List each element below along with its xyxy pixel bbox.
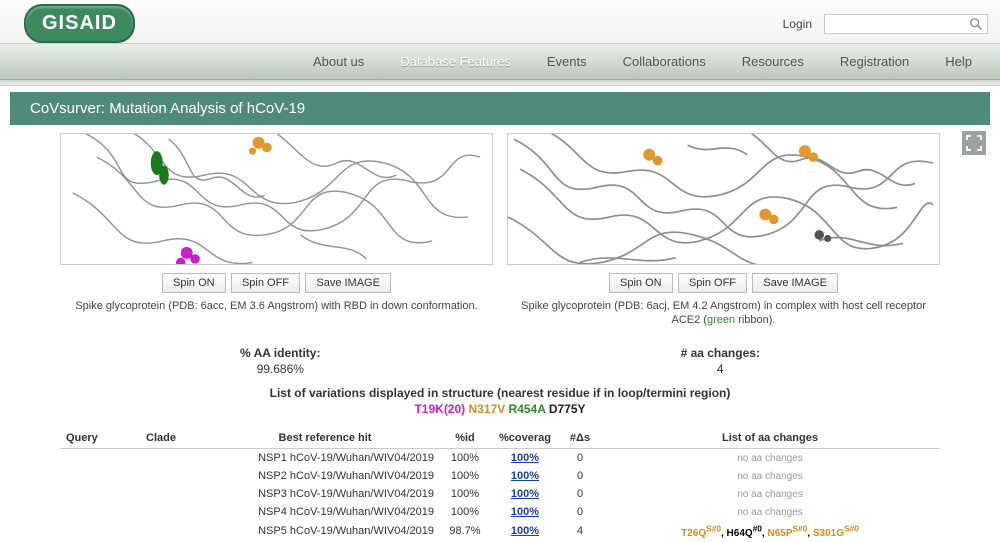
- aa-changes-value: 4: [681, 362, 760, 376]
- structure-view-right[interactable]: [508, 134, 939, 264]
- variations-list: T19K(20) N317V R454A D775Y: [60, 402, 940, 416]
- col-changes: List of aa changes: [600, 428, 940, 449]
- variations-title: List of variations displayed in structur…: [60, 386, 940, 400]
- aa-changes-list: T26QS#0, H64Q#0, N65PS#0, S301GS#0: [681, 527, 859, 539]
- col-query: Query: [60, 428, 140, 449]
- aa-identity-label: % AA identity:: [240, 346, 320, 360]
- table-row: NSP4 hCoV-19/Wuhan/WIV04/2019100%100%0no…: [60, 503, 940, 521]
- results-table: Query Clade Best reference hit %id %cove…: [60, 428, 940, 542]
- search-input[interactable]: [829, 17, 969, 31]
- coverage-link[interactable]: 100%: [511, 470, 539, 482]
- structure-panel-left: [60, 133, 493, 265]
- nav-item-events[interactable]: Events: [529, 44, 605, 79]
- save-image-button-left[interactable]: Save IMAGE: [305, 273, 391, 293]
- login-link[interactable]: Login: [783, 17, 812, 31]
- save-image-button-right[interactable]: Save IMAGE: [752, 273, 838, 293]
- nav-item-help[interactable]: Help: [927, 44, 990, 79]
- nav-item-about-us[interactable]: About us: [295, 44, 382, 79]
- spin-on-button-left[interactable]: Spin ON: [162, 273, 226, 293]
- panel-caption-right: Spike glycoprotein (PDB: 6acj, EM 4.2 An…: [507, 297, 940, 332]
- col-cov: %coverag: [490, 428, 560, 449]
- coverage-link[interactable]: 100%: [511, 488, 539, 500]
- aa-changes-label: # aa changes:: [681, 346, 760, 360]
- variation-item: D775Y: [549, 402, 586, 416]
- no-aa-changes: no aa changes: [737, 507, 803, 518]
- page-title: CoVsurver: Mutation Analysis of hCoV-19: [10, 92, 990, 125]
- nav-item-registration[interactable]: Registration: [822, 44, 927, 79]
- table-row: NSP1 hCoV-19/Wuhan/WIV04/2019100%100%0no…: [60, 448, 940, 467]
- coverage-link[interactable]: 100%: [511, 506, 539, 518]
- no-aa-changes: no aa changes: [737, 453, 803, 464]
- panel-caption-left: Spike glycoprotein (PDB: 6acc, EM 3.6 An…: [60, 297, 493, 317]
- no-aa-changes: no aa changes: [737, 489, 803, 500]
- col-das: #Δs: [560, 428, 600, 449]
- structure-panel-right: [507, 133, 940, 265]
- structure-view-left[interactable]: [61, 134, 492, 264]
- variation-item: N317V: [469, 402, 506, 416]
- nav-item-database-features[interactable]: Database Features: [382, 44, 529, 79]
- main-nav: About usDatabase FeaturesEventsCollabora…: [0, 43, 1000, 80]
- col-clade: Clade: [140, 428, 210, 449]
- table-row: NSP5 hCoV-19/Wuhan/WIV04/201998.7%100%4T…: [60, 521, 940, 542]
- coverage-link[interactable]: 100%: [511, 525, 539, 537]
- spin-off-button-left[interactable]: Spin OFF: [231, 273, 300, 293]
- nav-item-resources[interactable]: Resources: [724, 44, 822, 79]
- spin-off-button-right[interactable]: Spin OFF: [678, 273, 747, 293]
- search-box[interactable]: [824, 14, 988, 34]
- coverage-link[interactable]: 100%: [511, 452, 539, 464]
- expand-icon[interactable]: [962, 131, 986, 155]
- aa-identity-value: 99.686%: [240, 362, 320, 376]
- spin-on-button-right[interactable]: Spin ON: [609, 273, 673, 293]
- search-icon[interactable]: [969, 17, 983, 31]
- nav-item-collaborations[interactable]: Collaborations: [605, 44, 724, 79]
- brand-text: GISAID: [24, 4, 135, 43]
- variation-item: R454A: [509, 402, 546, 416]
- variation-item: T19K(20): [414, 402, 465, 416]
- no-aa-changes: no aa changes: [737, 471, 803, 482]
- col-pid: %id: [440, 428, 490, 449]
- col-best: Best reference hit: [210, 428, 440, 449]
- brand-logo[interactable]: GISAID: [24, 4, 135, 43]
- nav-separator: [0, 80, 1000, 86]
- table-row: NSP2 hCoV-19/Wuhan/WIV04/2019100%100%0no…: [60, 467, 940, 485]
